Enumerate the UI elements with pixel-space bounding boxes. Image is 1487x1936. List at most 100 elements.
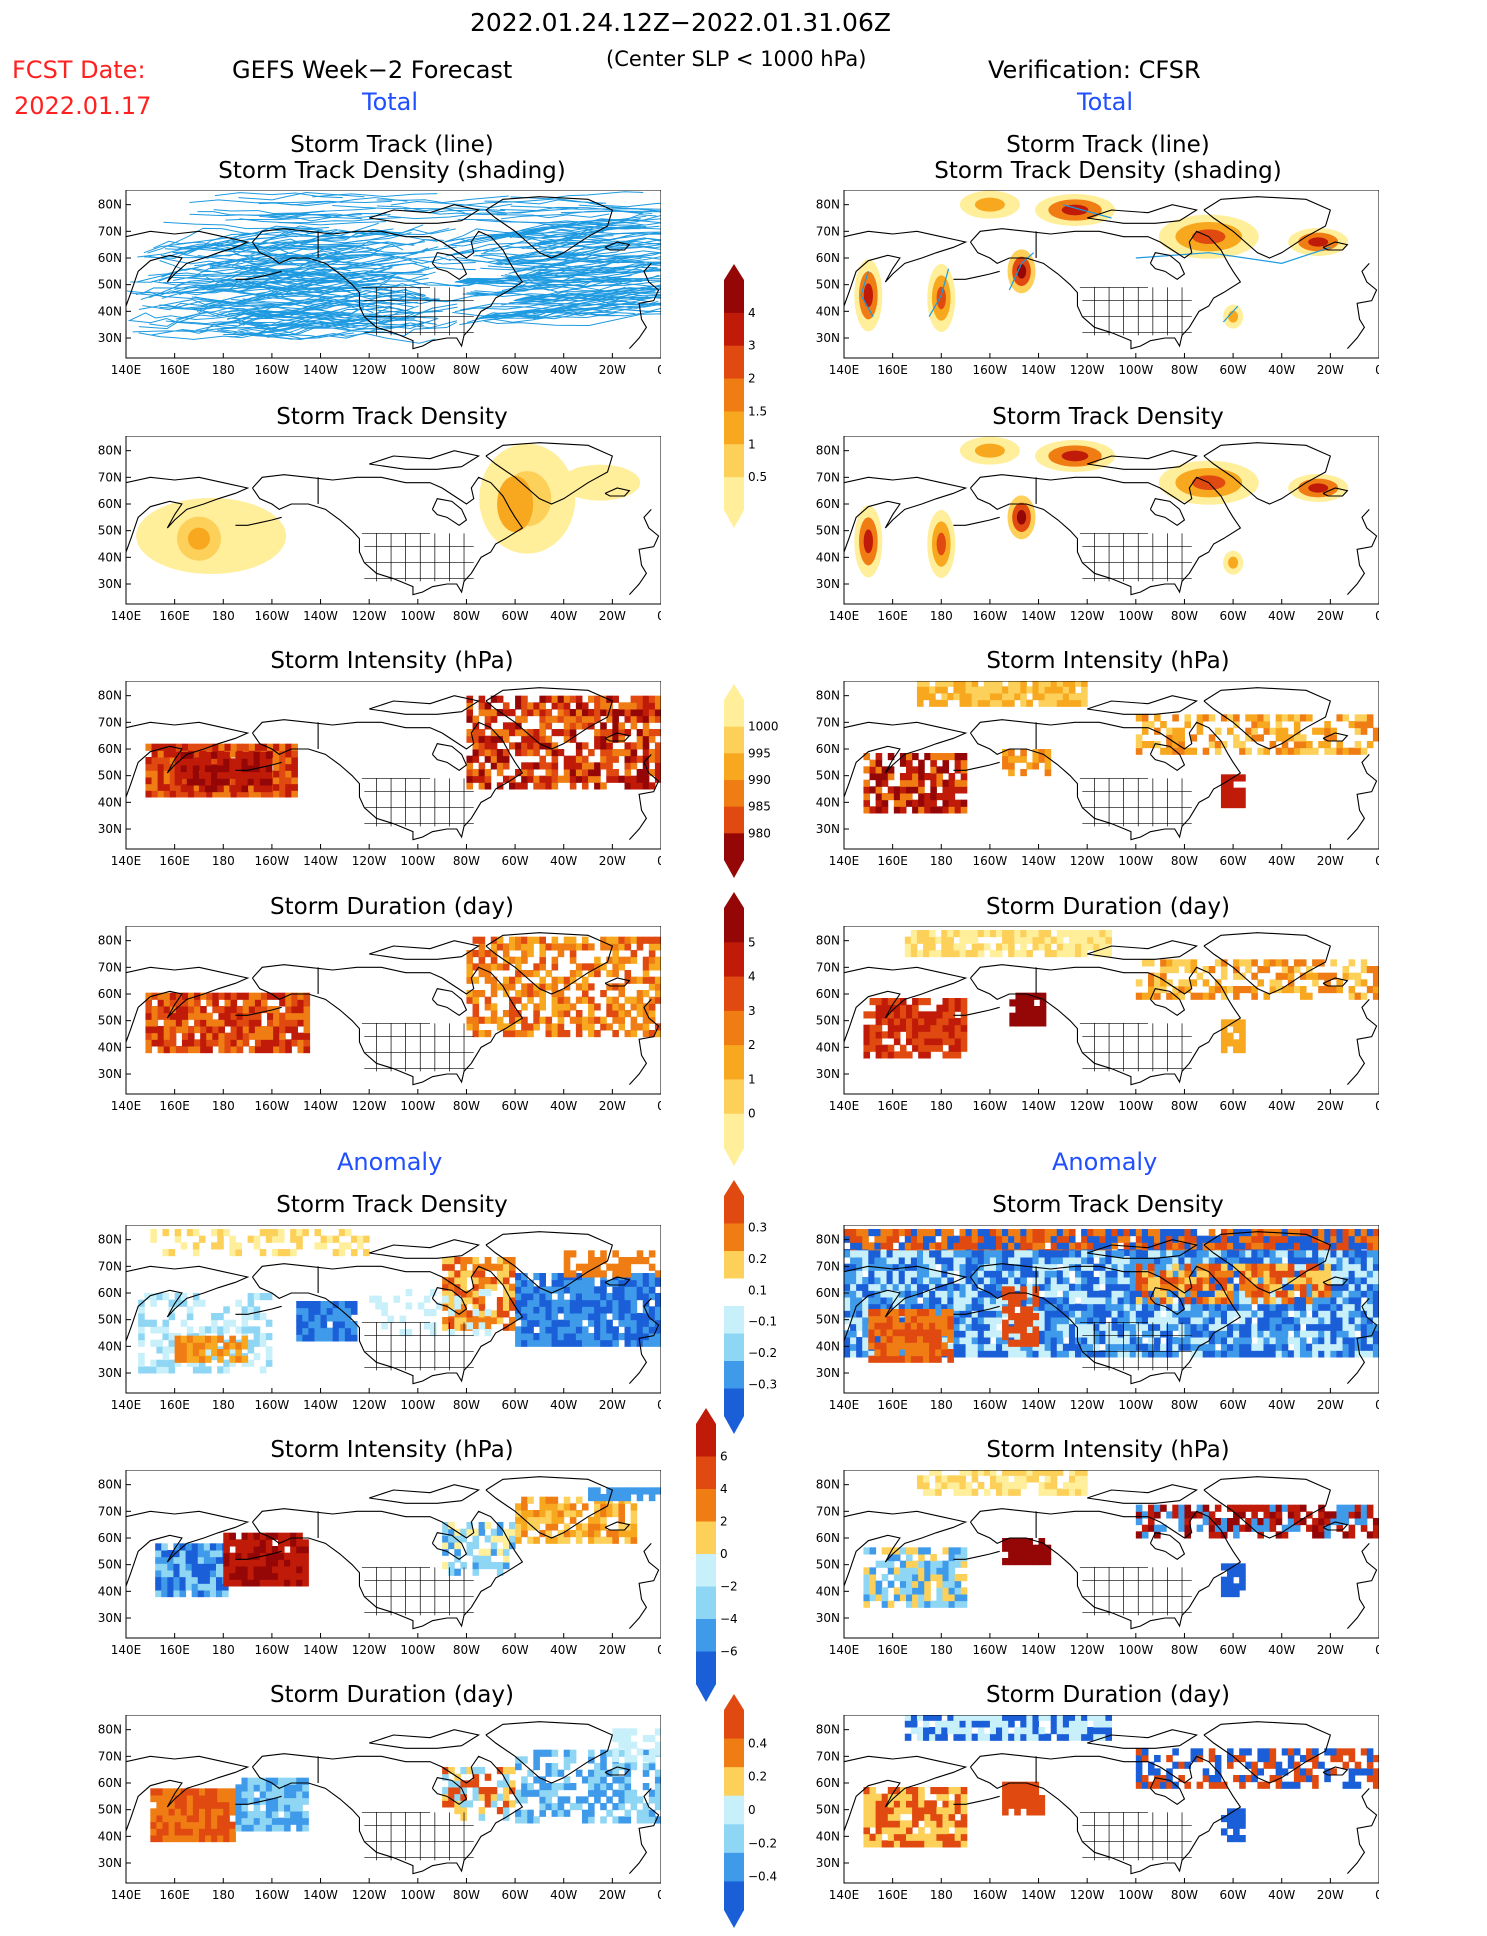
colorbar-tick-label: −0.2 (748, 1346, 777, 1360)
lon-tick-label: 140W (303, 1888, 338, 1902)
lat-tick-label: 30N (98, 1856, 122, 1870)
lat-tick-label: 70N (98, 470, 122, 484)
lat-tick-label: 30N (816, 1067, 840, 1081)
lon-tick-label: 80W (1171, 1099, 1198, 1113)
lon-tick-label: 180 (930, 1888, 953, 1902)
lon-tick-label: 120W (352, 1398, 387, 1412)
lat-tick-label: 80N (816, 934, 840, 948)
lon-tick-label: 160E (877, 363, 908, 377)
colorbar-tick-label: 995 (748, 746, 771, 760)
lon-tick-label: 120W (352, 609, 387, 623)
lon-tick-label: 80W (1171, 1398, 1198, 1412)
lat-tick-label: 70N (816, 715, 840, 729)
lon-tick-label: 160E (159, 1099, 190, 1113)
lat-tick-label: 80N (816, 689, 840, 703)
fcst-date-label: FCST Date: (12, 56, 146, 84)
colorbar-tick-label: 1000 (748, 720, 779, 734)
coastlines (844, 443, 1377, 595)
lon-tick-label: 80W (453, 363, 480, 377)
lon-tick-label: 140W (1021, 609, 1056, 623)
shading-layer (844, 1229, 1379, 1363)
lon-tick-label: 20W (599, 854, 626, 868)
fcst-date-value: 2022.01.17 (14, 92, 151, 120)
lon-tick-label: 140W (303, 1643, 338, 1657)
lon-tick-label: 80W (1171, 609, 1198, 623)
lat-tick-label: 30N (98, 1366, 122, 1380)
lat-tick-label: 40N (816, 795, 840, 809)
lon-tick-label: 160W (973, 363, 1008, 377)
lon-tick-label: 140E (829, 1643, 860, 1657)
lon-tick-label: 160E (877, 1099, 908, 1113)
lon-tick-label: 180 (930, 363, 953, 377)
left-total-label: Total (362, 88, 418, 116)
lon-tick-label: 60W (502, 1398, 529, 1412)
lon-tick-label: 120W (352, 1643, 387, 1657)
colorbar-tick-label: 0 (748, 1107, 756, 1121)
lon-tick-label: 180 (930, 1643, 953, 1657)
lon-tick-label: 80W (1171, 1888, 1198, 1902)
lon-tick-label: 160E (877, 609, 908, 623)
lon-tick-label: 0 (657, 1099, 661, 1113)
title-duration-left: Storm Duration (day) (112, 894, 672, 920)
lon-tick-label: 120W (352, 854, 387, 868)
lon-tick-label: 40W (1268, 1398, 1295, 1412)
shading-layer (863, 681, 1379, 814)
title-anom-density-left: Storm Track Density (112, 1192, 672, 1218)
lon-tick-label: 80W (453, 609, 480, 623)
lon-tick-label: 120W (1070, 1099, 1105, 1113)
lon-tick-label: 20W (599, 1099, 626, 1113)
colorbar-tick-label: 5 (748, 935, 756, 949)
lon-tick-label: 0 (1375, 363, 1379, 377)
colorbar-tick-label: 0.1 (748, 1283, 767, 1297)
lon-tick-label: 60W (1220, 1888, 1247, 1902)
lon-tick-label: 20W (599, 609, 626, 623)
lat-tick-label: 50N (816, 524, 840, 538)
lon-tick-label: 60W (502, 854, 529, 868)
lon-tick-label: 20W (599, 1398, 626, 1412)
lat-tick-label: 70N (816, 470, 840, 484)
title-anom-duration-right: Storm Duration (day) (828, 1682, 1388, 1708)
lat-tick-label: 30N (816, 577, 840, 591)
lat-tick-label: 60N (98, 497, 122, 511)
lon-tick-label: 40W (550, 609, 577, 623)
lat-tick-label: 80N (98, 1723, 122, 1737)
lon-tick-label: 80W (453, 1099, 480, 1113)
lat-tick-label: 30N (816, 1856, 840, 1870)
date-range-title: 2022.01.24.12Z−2022.01.31.06Z (470, 8, 891, 37)
lat-tick-label: 40N (98, 795, 122, 809)
lon-tick-label: 0 (657, 1643, 661, 1657)
colorbar-tick-label: 0.2 (748, 1252, 767, 1266)
lon-tick-label: 180 (212, 854, 235, 868)
lat-tick-label: 70N (98, 1259, 122, 1273)
lon-tick-label: 120W (352, 1888, 387, 1902)
lat-tick-label: 50N (816, 1014, 840, 1028)
lon-tick-label: 180 (930, 1099, 953, 1113)
lon-tick-label: 40W (550, 854, 577, 868)
lon-tick-label: 40W (550, 363, 577, 377)
lat-tick-label: 50N (98, 769, 122, 783)
lat-tick-label: 60N (816, 987, 840, 1001)
lat-tick-label: 50N (816, 1803, 840, 1817)
lon-tick-label: 160W (973, 609, 1008, 623)
lat-tick-label: 30N (816, 1611, 840, 1625)
lon-tick-label: 0 (1375, 854, 1379, 868)
lon-tick-label: 140W (303, 363, 338, 377)
lon-tick-label: 0 (657, 854, 661, 868)
colorbar-tick-label: 0.2 (748, 1770, 767, 1784)
colorbar-tick-label: 1 (748, 1072, 756, 1086)
lon-tick-label: 100W (1118, 1888, 1153, 1902)
lat-tick-label: 80N (98, 934, 122, 948)
lat-tick-label: 80N (98, 444, 122, 458)
colorbar-tick-label: −0.1 (748, 1315, 777, 1329)
lat-tick-label: 60N (816, 251, 840, 265)
lat-tick-label: 50N (98, 278, 122, 292)
lon-tick-label: 140E (829, 363, 860, 377)
lat-tick-label: 50N (98, 1313, 122, 1327)
lon-tick-label: 60W (1220, 363, 1247, 377)
